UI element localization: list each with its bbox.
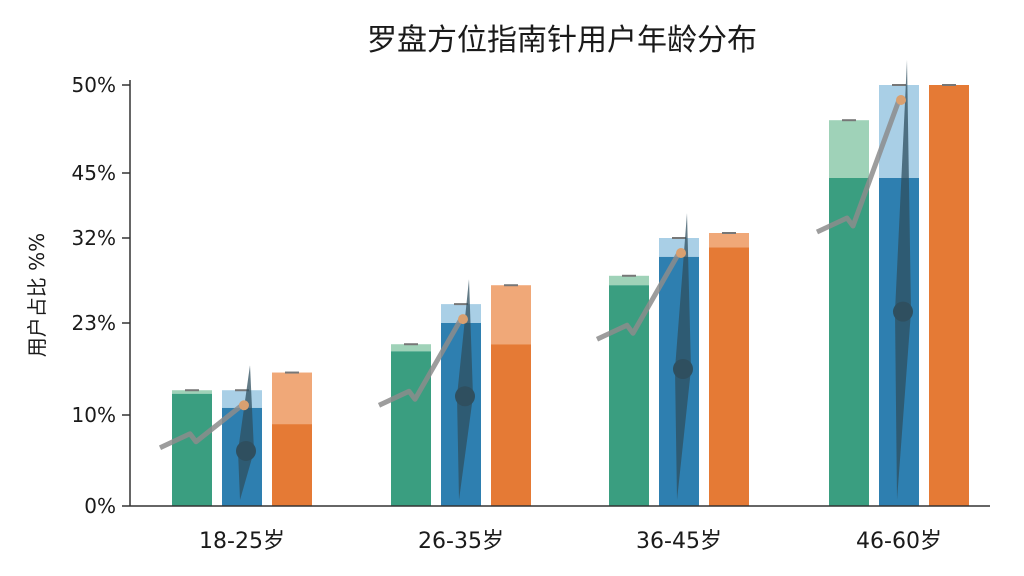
- bar: [709, 247, 749, 506]
- bar-range-segment: [222, 390, 262, 408]
- bar-range-segment: [609, 275, 649, 286]
- x-tick-label: 18-25岁: [199, 529, 285, 554]
- arrow-zigzag: [158, 403, 244, 451]
- y-tick-label: 10%: [72, 403, 116, 427]
- y-tick-label: 0%: [84, 494, 116, 518]
- arrow-zigzag: [815, 99, 902, 235]
- y-axis: 0% 10% 23% 32% 45% 50%: [72, 73, 130, 518]
- bar: [391, 351, 431, 506]
- compass-needle-icon: [675, 213, 691, 500]
- bar: [272, 424, 312, 506]
- arrow-head-dot: [239, 400, 249, 411]
- bar-range-segment: [829, 120, 869, 178]
- y-tick-label: 50%: [72, 73, 116, 97]
- arrow-zigzag: [595, 251, 682, 342]
- bar-range-segment: [709, 233, 749, 248]
- bar: [609, 285, 649, 506]
- y-tick-label: 45%: [72, 161, 116, 185]
- bar-range-segment: [441, 304, 481, 323]
- compass-pivot-icon: [673, 359, 693, 379]
- compass-pivot-icon: [236, 440, 256, 461]
- y-tick-label: 23%: [72, 311, 116, 335]
- compass-pivot-icon: [455, 386, 475, 407]
- compass-needle-icon: [238, 365, 254, 500]
- bar-range-segment: [272, 372, 312, 425]
- bar-range-segment: [172, 390, 212, 394]
- bar-range-segment: [659, 238, 699, 257]
- x-tick-label: 36-45岁: [636, 529, 722, 554]
- y-tick-label: 32%: [72, 226, 116, 250]
- arrow-zigzag: [377, 317, 464, 408]
- x-tick-label: 46-60岁: [856, 529, 942, 554]
- bar-range-segment: [391, 344, 431, 352]
- bar: [491, 344, 531, 506]
- arrow-head-dot: [458, 314, 468, 325]
- arrow-head-dot: [676, 248, 686, 258]
- bar-range-segment: [491, 285, 531, 345]
- x-tick-label: 26-35岁: [418, 529, 504, 554]
- arrow-head-dot: [896, 95, 906, 105]
- bar: [929, 85, 969, 506]
- bars: [172, 84, 969, 506]
- x-axis-categories: 18-25岁 26-35岁 36-45岁 46-60岁: [199, 529, 942, 554]
- chart-title: 罗盘方位指南针用户年龄分布: [367, 23, 757, 58]
- compass-pivot-icon: [893, 301, 913, 322]
- y-axis-label: 用户占比 %%: [25, 233, 49, 357]
- bar: [829, 178, 869, 506]
- compass-needle-icon: [895, 60, 911, 500]
- compass-decorations: [158, 60, 913, 500]
- bar: [172, 393, 212, 506]
